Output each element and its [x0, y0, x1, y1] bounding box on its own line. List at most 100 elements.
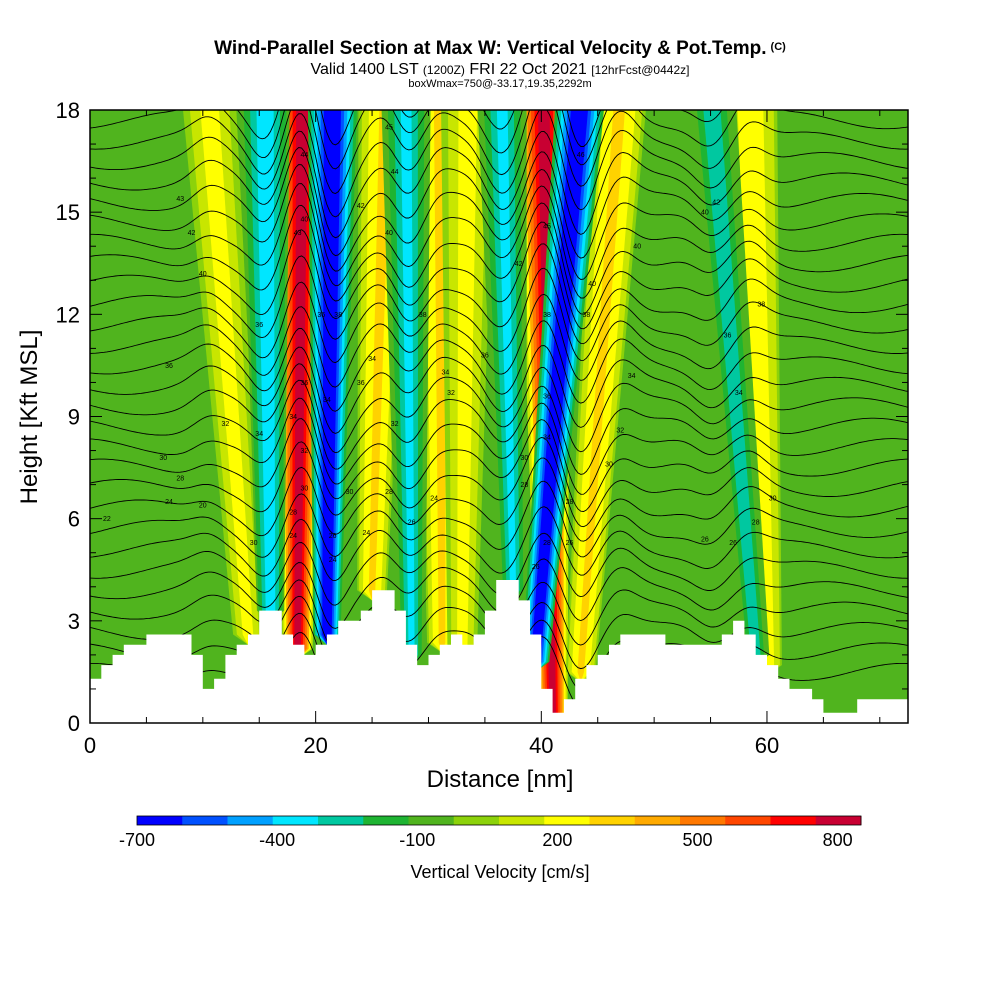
theta-label: 26: [566, 540, 574, 547]
theta-label: 40: [701, 210, 709, 217]
theta-label: 42: [712, 199, 720, 206]
colorbar-swatch: [544, 816, 590, 825]
theta-label: 30: [346, 489, 354, 496]
theta-contour-line: [90, 480, 908, 558]
valid-time: Valid 1400 LST: [310, 61, 419, 78]
theta-label: 32: [616, 428, 624, 435]
theta-label: 38: [543, 312, 551, 319]
theta-label: 32: [301, 448, 309, 455]
colorbar-swatch: [725, 816, 771, 825]
theta-label: 40: [588, 281, 596, 288]
theta-contour-line: [90, 418, 908, 512]
updraft-7-band-6: [459, 110, 474, 655]
copyright-mark: (C): [770, 41, 786, 53]
colorbar-swatch: [680, 816, 726, 825]
theta-label: 45: [543, 223, 551, 230]
colorbar-swatch: [363, 816, 409, 825]
y-axis-label: Height [Kft MSL]: [16, 329, 43, 505]
theta-contour-line: [236, 110, 723, 147]
forecast-info: [12hrFcst@0442z]: [591, 63, 690, 77]
downdraft-1-band-6: [532, 110, 585, 672]
theta-label: 42: [515, 261, 523, 268]
theta-label: 26: [329, 533, 337, 540]
theta-label: 28: [752, 520, 760, 527]
theta-label: 28: [566, 499, 574, 506]
theta-label: 26: [408, 520, 416, 527]
colorbar-label: Vertical Velocity [cm/s]: [410, 862, 590, 882]
theta-label: 22: [103, 516, 111, 523]
theta-label: 30: [301, 486, 309, 493]
colorbar-tick-label: -100: [399, 830, 435, 850]
theta-label: 34: [442, 370, 450, 377]
theta-label: 36: [165, 363, 173, 370]
valid-date: FRI 22 Oct 2021: [469, 61, 587, 78]
theta-label: 30: [521, 455, 529, 462]
colorbar-swatch: [453, 816, 500, 825]
theta-label: 24: [329, 557, 337, 564]
theta-label: 32: [222, 421, 230, 428]
plot-area: 4342403632302824222036343043443634323028…: [90, 110, 908, 723]
theta-contour-line: [90, 457, 908, 542]
theta-contour-line: [90, 202, 908, 315]
colorbar-swatch: [137, 816, 183, 825]
theta-label: 30: [769, 496, 777, 503]
theta-label: 32: [447, 390, 455, 397]
theta-label: 42: [357, 203, 365, 210]
theta-label: 40: [385, 230, 393, 237]
theta-contour-line: [90, 164, 908, 280]
colorbar-tick-label: 500: [682, 830, 712, 850]
terrain-mask: [90, 580, 908, 723]
updraft-0-band-6: [294, 110, 308, 659]
theta-label: 40: [301, 217, 309, 224]
theta-label: 28: [521, 482, 529, 489]
y-tick-label: 6: [68, 507, 80, 532]
y-tick-label: 15: [56, 200, 80, 225]
y-tick-label: 9: [68, 405, 80, 430]
colorbar-swatch: [589, 816, 636, 825]
velocity-bands: [183, 110, 782, 723]
updraft-6-band-6: [203, 110, 252, 645]
colorbar-swatch: [272, 816, 319, 825]
theta-label: 38: [334, 312, 342, 319]
theta-label: 24: [165, 499, 173, 506]
theta-label: 30: [605, 462, 613, 469]
theta-label: 34: [289, 414, 297, 421]
y-tick-label: 18: [56, 98, 80, 123]
theta-contour-line: [90, 147, 908, 259]
theta-label: 40: [199, 271, 207, 278]
theta-label: 32: [391, 421, 399, 428]
theta-label: 34: [543, 434, 551, 441]
colorbar: -700 -400 -100 200 500 800: [119, 815, 862, 850]
theta-contour-line: [90, 506, 908, 582]
theta-label: 34: [735, 390, 743, 397]
theta-label: 28: [385, 489, 393, 496]
theta-contour-line: [90, 130, 908, 239]
theta-contour-line: [90, 437, 908, 528]
chart-title: Wind-Parallel Section at Max W: Vertical…: [214, 38, 786, 59]
colorbar-swatch: [318, 816, 364, 825]
theta-contour-line: [90, 345, 908, 434]
theta-label: 38: [757, 302, 765, 309]
theta-label: 34: [255, 431, 263, 438]
theta-label: 36: [481, 353, 489, 360]
theta-label: 44: [301, 152, 309, 159]
downdraft-3-band-6: [400, 110, 415, 666]
y-tick-label: 12: [56, 302, 80, 327]
updraft-4-band-6: [577, 110, 625, 683]
theta-label: 36: [543, 394, 551, 401]
theta-label: 34: [323, 397, 331, 404]
theta-contour-line: [90, 183, 908, 299]
theta-contour-line: [90, 110, 908, 218]
downdraft-2-band-6: [259, 110, 274, 621]
theta-label: 30: [250, 540, 258, 547]
theta-contour-line: [90, 267, 908, 364]
theta-label: 36: [724, 332, 732, 339]
theta-label: 24: [289, 533, 297, 540]
theta-label: 46: [577, 152, 585, 159]
downdraft-4-band-6: [496, 110, 517, 601]
theta-label: 34: [368, 356, 376, 363]
theta-label: 26: [729, 540, 737, 547]
colorbar-frame: [136, 815, 862, 826]
theta-label: 36: [255, 322, 263, 329]
